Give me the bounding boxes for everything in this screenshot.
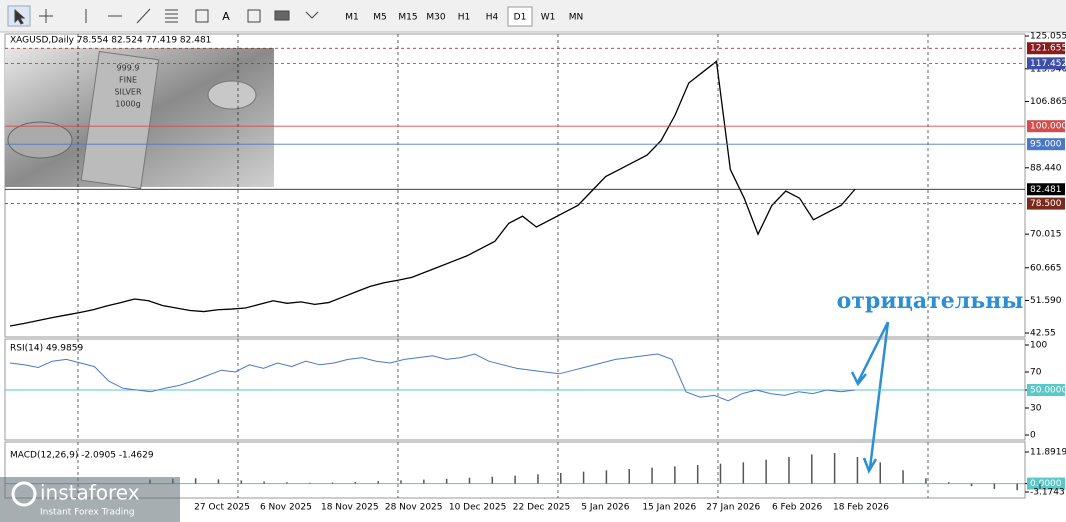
price-level-box	[1027, 183, 1065, 196]
coin	[7, 121, 73, 159]
rect-icon[interactable]	[274, 10, 290, 21]
price-level-box	[1027, 120, 1065, 133]
label-icon[interactable]	[247, 9, 261, 23]
annotation-arrow	[850, 321, 890, 474]
y-tick-label: 30	[1030, 404, 1042, 414]
price-level-label: 95.000	[1030, 140, 1062, 150]
y-tick-label: 51.590	[1030, 296, 1062, 306]
price-level-label: 117.452	[1030, 59, 1066, 69]
price-level-box	[1027, 197, 1065, 210]
price-level-label: 78.500	[1030, 199, 1062, 209]
timeframe-button[interactable]: M15	[398, 13, 417, 23]
tool-icons: A	[7, 5, 319, 27]
price-level-label: 82.481	[1030, 185, 1062, 195]
crosshair-icon[interactable]	[39, 9, 53, 23]
panel-title: XAGUSD,Daily 78.554 82.524 77.419 82.481	[10, 36, 211, 46]
silver-photo: 999.9 FINE SILVER 1000g	[5, 48, 274, 190]
y-tick-label: 0	[1030, 431, 1036, 441]
x-tick-label: 28 Nov 2025	[385, 503, 443, 513]
photo-text: 999.9	[117, 64, 140, 73]
x-tick-label: 18 Feb 2026	[833, 503, 889, 513]
x-tick-label: 6 Feb 2026	[772, 503, 823, 513]
price-level-box	[1027, 57, 1065, 70]
price-level-box	[1027, 138, 1065, 151]
x-tick-label: 5 Jan 2026	[581, 503, 629, 513]
photo-text: FINE	[119, 76, 137, 85]
macd-panel	[4, 441, 1026, 499]
y-tick-label: 88.440	[1030, 163, 1062, 173]
timeframe-button[interactable]: H4	[486, 13, 499, 23]
panel-title: MACD(12,26,9) -2.0905 -1.4629	[10, 451, 154, 461]
logo-icon	[11, 481, 37, 507]
shapes-icon[interactable]	[305, 11, 319, 19]
y-tick-label: 42.55	[1030, 329, 1056, 339]
timeframe-button[interactable]: M30	[426, 13, 445, 23]
x-tick-label: 27 Oct 2025	[194, 503, 250, 513]
y-tick-label: 70.015	[1030, 230, 1062, 240]
level-box	[1027, 384, 1065, 396]
chart: XAGUSD,Daily 78.554 82.524 77.419 82.481…	[5, 32, 1066, 513]
text-icon[interactable]: A	[222, 10, 230, 23]
silver-bar	[80, 50, 160, 190]
y-tick-label: -3.1743	[1030, 488, 1065, 498]
panel-title: RSI(14) 49.9859	[10, 344, 83, 354]
x-tick-label: 18 Nov 2025	[321, 503, 379, 513]
fibo-icon[interactable]	[165, 9, 178, 23]
photo-text: 1000g	[115, 100, 140, 109]
y-tick-label: 60.665	[1030, 263, 1062, 273]
trendline-icon[interactable]	[136, 8, 151, 24]
x-tick-label: 10 Dec 2025	[449, 503, 507, 513]
active-timeframe	[507, 6, 533, 27]
timeframes: M1 M5 M15 M30 H1 H4 D1 W1 MN	[345, 6, 584, 27]
price-level-label: 121.655	[1030, 44, 1066, 54]
x-tick-label: 6 Nov 2025	[260, 503, 312, 513]
rsi-line	[9, 353, 856, 402]
y-tick-label: 0.0000	[1030, 479, 1062, 489]
cursor-icon	[14, 8, 26, 25]
photo-text: SILVER	[114, 88, 142, 97]
x-tick-label: 22 Dec 2025	[513, 503, 571, 513]
annotation: отрицательны	[837, 288, 1024, 314]
timeframe-button[interactable]: M1	[345, 13, 359, 23]
logo-tagline: Instant Forex Trading	[40, 508, 135, 518]
y-tick-label: 70	[1030, 368, 1042, 378]
timeframe-button[interactable]: W1	[541, 13, 556, 23]
timeframe-button[interactable]: H1	[458, 13, 471, 23]
y-tick-label: 100	[1030, 341, 1047, 351]
y-tick-label: 125.055	[1030, 32, 1066, 42]
channel-icon[interactable]	[195, 9, 209, 23]
price-level-label: 100.000	[1030, 122, 1066, 132]
timeframe-button[interactable]: M5	[373, 13, 387, 23]
timeframe-button[interactable]: D1	[514, 13, 527, 23]
coin	[207, 80, 257, 110]
timeframe-button[interactable]: MN	[569, 13, 584, 23]
toolbar	[0, 0, 1066, 32]
x-tick-label: 27 Jan 2026	[706, 503, 760, 513]
level-box	[1027, 477, 1065, 490]
price-level-box	[1027, 42, 1065, 55]
logo-name: instaforex	[40, 481, 140, 505]
y-tick-label: 50.0000	[1030, 386, 1066, 396]
x-tick-label: 15 Jan 2026	[642, 503, 696, 513]
y-tick-label: 11.8919	[1030, 448, 1066, 458]
y-tick-label: 106.865	[1030, 97, 1066, 107]
logo: instaforex Instant Forex Trading	[0, 477, 180, 522]
